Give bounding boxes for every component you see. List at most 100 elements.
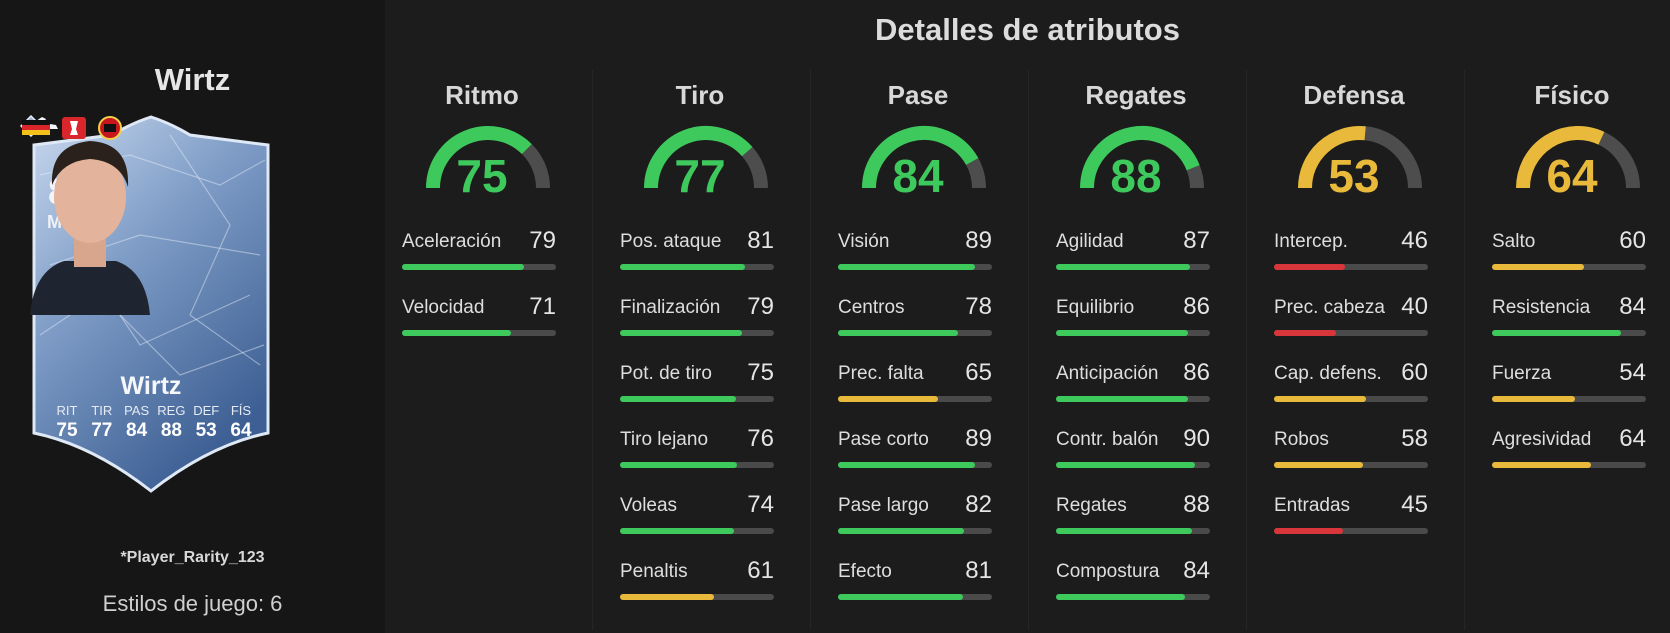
attribute-value: 81 <box>965 557 992 584</box>
attribute-bar <box>620 462 774 468</box>
card-stat: PAS 84 <box>120 403 154 442</box>
attribute-value: 84 <box>1183 557 1210 584</box>
attribute-label: Tiro lejano <box>620 429 709 450</box>
card-stat: REG 88 <box>154 403 188 442</box>
rating-gauge <box>1516 126 1640 189</box>
card-stat: TIR 77 <box>85 403 119 442</box>
card-stat: DEF 53 <box>189 403 223 442</box>
attribute-row: Agilidad 87 <box>1056 226 1216 270</box>
column-divider <box>1246 70 1247 630</box>
rarity-label: *Player_Rarity_123 <box>120 549 265 566</box>
attributes-panel <box>385 0 1670 633</box>
attribute-row: Resistencia 84 <box>1492 292 1652 336</box>
card-stat-value: 53 <box>195 420 217 441</box>
attribute-value: 82 <box>965 491 992 518</box>
attribute-row: Intercep. 46 <box>1274 226 1434 270</box>
attribute-bar <box>620 330 774 336</box>
attribute-bar <box>1274 264 1428 270</box>
card-stat-label: DEF <box>193 403 220 418</box>
attribute-label: Contr. balón <box>1056 429 1159 450</box>
attribute-label: Pase corto <box>838 429 929 450</box>
column-divider <box>1028 70 1029 630</box>
category-rating-value: 77 <box>674 150 726 202</box>
attribute-value: 79 <box>747 293 774 320</box>
attribute-row: Entradas 45 <box>1274 490 1434 534</box>
attribute-bar-fill <box>1274 264 1345 270</box>
attribute-bar-fill <box>1274 462 1364 468</box>
club-icon <box>98 116 122 140</box>
attribute-row: Aceleración 79 <box>402 226 562 270</box>
gauge-fill <box>862 126 979 189</box>
attribute-bar <box>1056 462 1210 468</box>
card-stat-label: PAS <box>124 403 150 418</box>
card-stat-value: 75 <box>56 420 78 441</box>
attribute-bar-fill <box>838 528 965 534</box>
card-stat-label: REG <box>157 403 186 418</box>
attribute-row: Prec. cabeza 40 <box>1274 292 1434 336</box>
attribute-label: Visión <box>838 231 890 252</box>
attribute-bar-fill <box>838 462 976 468</box>
gauge-fill <box>1298 126 1366 189</box>
player-card[interactable]: 86 MCO Wirtz RIT 75 TIR 77 PAS 84 REG 88… <box>20 115 282 495</box>
attribute-bar <box>1274 330 1428 336</box>
attribute-label: Compostura <box>1056 561 1160 582</box>
gauge-fill <box>644 126 753 189</box>
attribute-value: 89 <box>965 227 992 254</box>
attribute-bar-fill <box>620 330 742 336</box>
attribute-bar-fill <box>1056 264 1190 270</box>
card-stat-value: 64 <box>230 420 252 441</box>
attribute-bar <box>620 396 774 402</box>
gauge-fill <box>1080 126 1200 189</box>
attribute-bar-fill <box>1056 462 1195 468</box>
player-name: Wirtz <box>154 62 231 97</box>
attribute-bar-fill <box>620 396 736 402</box>
attribute-bar <box>1056 330 1210 336</box>
card-stat-value: 88 <box>160 420 182 441</box>
attribute-row: Equilibrio 86 <box>1056 292 1216 336</box>
player-photo <box>30 141 150 315</box>
attribute-bar-fill <box>620 594 714 600</box>
gauge-track <box>965 158 986 189</box>
attribute-value: 87 <box>1183 227 1210 254</box>
card-badges <box>22 116 122 140</box>
attribute-row: Pot. de tiro 75 <box>620 358 780 402</box>
attributes-title: Detalles de atributos <box>875 12 1180 47</box>
attribute-value: 74 <box>747 491 774 518</box>
attribute-value: 54 <box>1619 359 1646 386</box>
attribute-row: Efecto 81 <box>838 556 998 600</box>
attribute-label: Robos <box>1274 429 1329 450</box>
category-rating-value: 64 <box>1546 150 1598 202</box>
attribute-bar <box>1274 396 1428 402</box>
gauge-track <box>1186 165 1204 189</box>
attribute-category-title: Ritmo <box>445 80 519 110</box>
attribute-category-title: Regates <box>1085 80 1187 110</box>
attribute-value: 86 <box>1183 293 1210 320</box>
attribute-label: Entradas <box>1274 495 1351 516</box>
attribute-bar-fill <box>620 264 745 270</box>
attribute-bar-fill <box>402 264 524 270</box>
attribute-label: Pase largo <box>838 495 929 516</box>
category-rating-value: 75 <box>456 150 508 202</box>
attribute-value: 45 <box>1401 491 1428 518</box>
rating-gauge <box>1298 126 1422 189</box>
playstyles-value: 6 <box>270 591 283 616</box>
attribute-label: Resistencia <box>1492 297 1591 318</box>
attribute-row: Tiro lejano 76 <box>620 424 780 468</box>
attribute-value: 65 <box>965 359 992 386</box>
attribute-bar-fill <box>402 330 512 336</box>
attribute-bar-fill <box>620 528 734 534</box>
attribute-bar-fill <box>838 264 976 270</box>
gauge-track <box>741 147 768 189</box>
attribute-bar-fill <box>1492 396 1576 402</box>
attribute-row: Voleas 74 <box>620 490 780 534</box>
attribute-label: Penaltis <box>620 561 688 582</box>
attribute-bar <box>402 264 556 270</box>
attribute-label: Equilibrio <box>1056 297 1135 318</box>
attribute-row: Cap. defens. 60 <box>1274 358 1434 402</box>
attribute-label: Cap. defens. <box>1274 363 1382 384</box>
attribute-label: Voleas <box>620 495 678 516</box>
attribute-value: 61 <box>747 557 774 584</box>
attribute-bar <box>838 462 992 468</box>
column-divider <box>592 70 593 630</box>
attribute-bar <box>620 594 774 600</box>
